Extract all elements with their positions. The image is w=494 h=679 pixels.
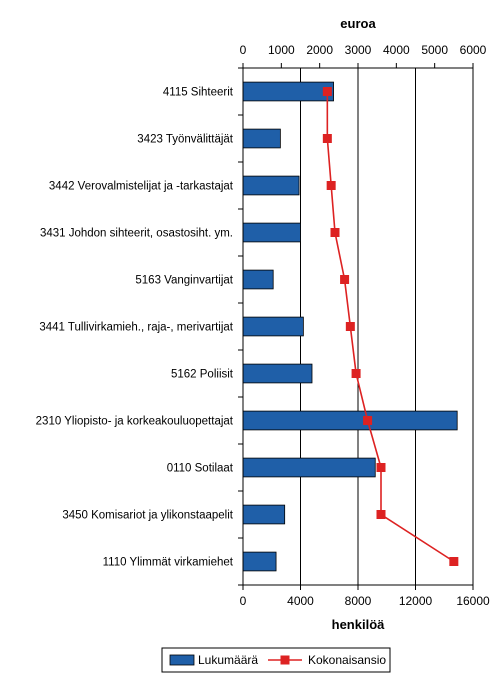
category-label: 0110 Sotilaat	[167, 463, 234, 475]
category-label: 1110 Ylimmät virkamiehet	[103, 557, 234, 569]
category-labels: 4115 Sihteerit 3423 Työnvälittäjät 3442 Ve…	[36, 67, 243, 586]
bottom-tick-label: 8000	[345, 594, 372, 608]
bar	[242, 551, 277, 572]
bottom-axis-title: henkilöä	[332, 617, 386, 632]
category-label: 3423 Työnvälittäjät	[137, 134, 233, 146]
top-axis-title: euroa	[340, 16, 376, 31]
data-point	[376, 463, 386, 472]
category-label: 5163 Vanginvartijat	[135, 275, 233, 287]
category-label: 5162 Poliisit	[171, 369, 234, 381]
bar	[242, 363, 313, 384]
data-point	[449, 557, 459, 566]
top-tick-label: 5000	[421, 43, 448, 57]
top-tick-label: 3000	[345, 43, 372, 57]
bar	[242, 410, 458, 431]
bar	[242, 504, 286, 525]
data-point	[351, 369, 361, 378]
bottom-tick-label: 0	[240, 594, 247, 608]
data-point	[340, 275, 350, 284]
legend-swatch-bar	[169, 654, 195, 666]
category-label: 3441 Tullivirkamieh., raja-, merivartija…	[39, 322, 233, 334]
bottom-axis: 0 4000 8000 12000 16000	[240, 585, 490, 608]
bar	[242, 316, 304, 337]
legend: Lukumäärä Kokonaisansio	[161, 647, 391, 673]
bar	[242, 269, 274, 290]
bar	[242, 81, 334, 102]
line-series	[322, 87, 459, 566]
category-label: 3450 Komisariot ja ylikonstaapelit	[62, 510, 233, 522]
top-tick-label: 1000	[268, 43, 295, 57]
data-point	[322, 87, 332, 96]
data-point	[326, 181, 336, 190]
data-point	[363, 416, 373, 425]
bottom-tick-label: 4000	[287, 594, 314, 608]
data-point	[322, 134, 332, 143]
data-point	[330, 228, 340, 237]
top-tick-label: 2000	[306, 43, 333, 57]
data-point	[345, 322, 355, 331]
category-label: 2310 Yliopisto- ja korkeakouluopettajat	[36, 416, 234, 428]
category-label: 4115 Sihteerit	[163, 87, 234, 99]
data-point	[376, 510, 386, 519]
legend-label: Kokonaisansio	[308, 653, 386, 667]
legend-label: Lukumäärä	[198, 653, 258, 667]
bar	[242, 175, 300, 196]
category-label: 3442 Verovalmistelijat ja -tarkastajat	[49, 181, 234, 193]
bar	[242, 222, 301, 243]
top-tick-label: 6000	[460, 43, 487, 57]
legend-swatch-marker	[280, 655, 290, 665]
top-axis: 0 1000 2000 3000 4000 5000 6000	[240, 43, 487, 68]
bar	[242, 128, 281, 149]
top-tick-label: 0	[240, 43, 247, 57]
gridlines	[300, 68, 416, 585]
bottom-tick-label: 12000	[399, 594, 433, 608]
bar	[242, 457, 376, 478]
top-tick-label: 4000	[383, 43, 410, 57]
bottom-tick-label: 16000	[456, 594, 490, 608]
category-label: 3431 Johdon sihteerit, osastosiht. ym.	[40, 228, 233, 240]
